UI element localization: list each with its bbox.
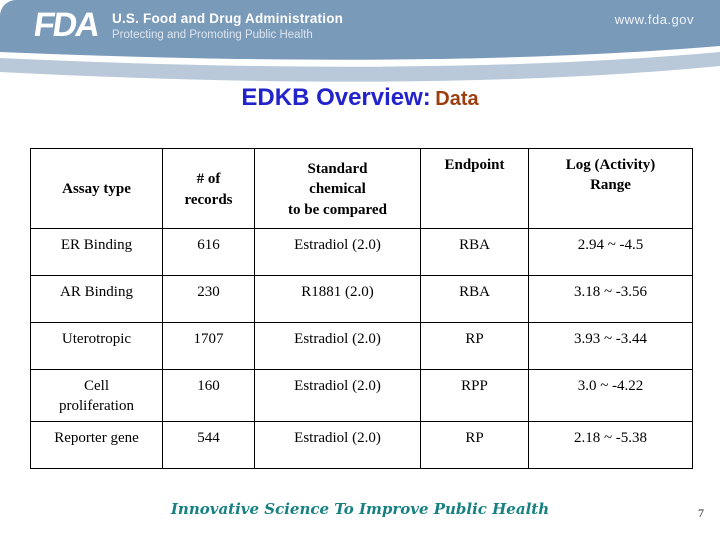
table-cell: RP (420, 322, 529, 370)
assay-table-body: ER Binding 616 Estradiol (2.0) RBA 2.94 ~ -4… (30, 228, 693, 469)
table-cell: 3.0 ~ -4.22 (528, 369, 693, 422)
assay-table: Assay type # of records Standard chemical … (30, 148, 693, 469)
column-header: Standard chemical to be compared (254, 148, 421, 229)
table-row: Cell proliferation 160 Estradiol (2.0) RPP 3… (30, 369, 693, 422)
page-title-main: EDKB Overview: (241, 84, 431, 111)
table-cell: Cell proliferation (30, 369, 163, 422)
table-row: AR Binding 230 R1881 (2.0) RBA 3.18 ~ -3.56 (30, 275, 693, 323)
table-cell: RP (420, 420, 529, 469)
table-row: ER Binding 616 Estradiol (2.0) RBA 2.94 ~ -4… (30, 228, 693, 276)
table-cell: RBA (420, 228, 529, 276)
table-cell: 1707 (162, 322, 255, 370)
table-cell: Estradiol (2.0) (254, 369, 421, 422)
table-cell: 160 (162, 369, 255, 422)
table-cell: Reporter gene (30, 420, 163, 469)
column-header: Log (Activity) Range (528, 148, 693, 229)
page-title-highlight: Data (435, 88, 479, 110)
table-cell: Uterotropic (30, 322, 163, 370)
website-link: www.fda.gov (614, 12, 694, 27)
table-header-row: Assay type # of records Standard chemical … (30, 148, 693, 229)
table-cell: 544 (162, 420, 255, 469)
header-wave-graphic (0, 44, 720, 82)
table-row: Uterotropic 1707 Estradiol (2.0) RP 3.93 ~ -… (30, 322, 693, 370)
table-cell: 2.18 ~ -5.38 (528, 420, 693, 469)
table-cell: Estradiol (2.0) (254, 228, 421, 276)
org-tagline: Protecting and Promoting Public Health (112, 29, 313, 41)
table-cell: AR Binding (30, 275, 163, 323)
page-title: EDKB Overview: Data (0, 84, 720, 112)
table-cell: RPP (420, 369, 529, 422)
table-cell: 3.93 ~ -3.44 (528, 322, 693, 370)
table-cell: R1881 (2.0) (254, 275, 421, 323)
table-cell: ER Binding (30, 228, 163, 276)
table-cell: RBA (420, 275, 529, 323)
footer-motto: Innovative Science To Improve Public Hea… (170, 500, 550, 518)
table-cell: 2.94 ~ -4.5 (528, 228, 693, 276)
org-block: U.S. Food and Drug Administration Protec… (112, 11, 343, 41)
fda-logo: FDA (31, 6, 101, 44)
page-number: 7 (698, 506, 704, 520)
org-name: U.S. Food and Drug Administration (112, 11, 344, 26)
table-cell: Estradiol (2.0) (254, 322, 421, 370)
table-cell: 3.18 ~ -3.56 (528, 275, 693, 323)
table-cell: 616 (162, 228, 255, 276)
table-row: Reporter gene 544 Estradiol (2.0) RP 2.18 ~ … (30, 420, 693, 469)
column-header: Endpoint (420, 148, 529, 229)
header-band (0, 0, 720, 46)
table-cell: Estradiol (2.0) (254, 420, 421, 469)
column-header: Assay type (30, 148, 163, 229)
column-header: # of records (162, 148, 255, 229)
table-cell: 230 (162, 275, 255, 323)
